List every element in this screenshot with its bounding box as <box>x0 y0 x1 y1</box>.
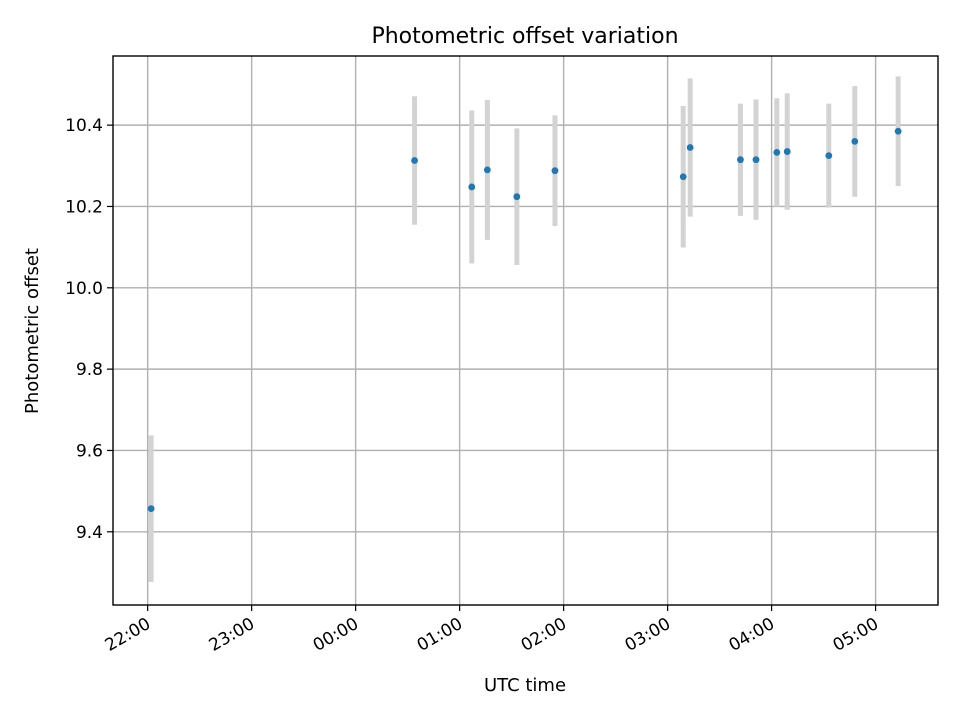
data-point <box>825 152 833 160</box>
y-tick-label: 9.4 <box>76 523 103 543</box>
chart-title: Photometric offset variation <box>371 24 678 49</box>
data-point <box>513 193 521 201</box>
data-points <box>147 127 902 513</box>
data-point <box>551 167 559 175</box>
y-tick-label: 10.4 <box>65 116 103 136</box>
data-point <box>773 148 781 156</box>
data-point <box>468 183 476 191</box>
data-point <box>686 144 694 151</box>
grid <box>113 56 938 605</box>
y-axis-label: Photometric offset <box>22 248 43 414</box>
data-point <box>752 156 760 164</box>
plot-frame <box>112 55 939 606</box>
data-point <box>411 157 418 164</box>
x-axis-label: UTC time <box>484 675 566 696</box>
y-tick-label: 10.0 <box>65 279 103 299</box>
data-point <box>737 156 744 164</box>
data-point <box>147 505 155 513</box>
data-point <box>783 148 791 155</box>
y-tick-label: 9.6 <box>76 441 103 461</box>
data-point <box>679 173 687 181</box>
y-tick-label: 9.8 <box>76 360 103 380</box>
data-point <box>851 138 859 145</box>
y-axis-ticks: 9.4 9.6 9.8 10.0 10.2 10.4 <box>65 116 113 543</box>
y-tick-label: 10.2 <box>65 197 103 217</box>
data-point <box>483 166 491 174</box>
data-point <box>894 127 902 135</box>
